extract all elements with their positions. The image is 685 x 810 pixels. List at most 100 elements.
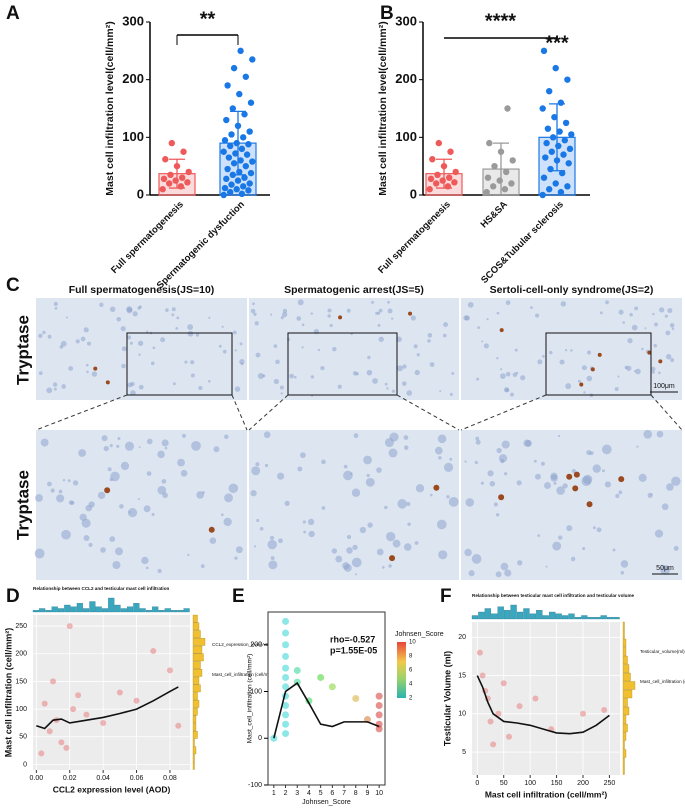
histogram-bar <box>192 746 197 755</box>
cell <box>137 498 140 501</box>
cell <box>427 339 431 343</box>
cell <box>284 500 290 507</box>
significance: ** <box>200 8 216 30</box>
row-label: Tryptase <box>13 315 32 385</box>
histogram-bar <box>581 615 588 620</box>
cell <box>294 375 297 379</box>
cell <box>540 461 545 466</box>
zoom-line <box>396 394 460 431</box>
cell <box>253 312 257 316</box>
histogram-bar <box>622 647 627 656</box>
cell <box>495 513 500 517</box>
data-point <box>490 741 497 748</box>
histogram-bar <box>192 692 198 700</box>
zoom-line <box>35 394 128 431</box>
data-point <box>544 125 552 132</box>
cell <box>427 333 433 338</box>
data-point <box>559 169 566 177</box>
cell <box>372 378 378 384</box>
cell <box>259 526 264 531</box>
cell <box>512 372 518 378</box>
cell <box>387 308 393 314</box>
cell <box>617 375 620 378</box>
cell <box>366 369 373 376</box>
cell <box>124 441 135 451</box>
cell <box>146 330 149 333</box>
cell <box>137 306 141 310</box>
legend-title: Mast_cell_infiltration (cell/mm²) <box>212 672 276 677</box>
cell <box>190 360 195 365</box>
cell <box>208 316 211 319</box>
cell <box>278 538 283 544</box>
cell <box>337 384 342 389</box>
data-point <box>540 47 548 55</box>
cell <box>54 307 58 310</box>
cell <box>103 445 109 452</box>
cell <box>198 385 203 391</box>
cell <box>224 493 233 503</box>
micrograph <box>249 430 459 580</box>
cell <box>505 300 511 306</box>
cell <box>38 371 43 375</box>
data-point <box>233 186 240 193</box>
y-tick-label: 0 <box>258 735 262 742</box>
histogram-bar <box>542 615 549 620</box>
cell <box>180 469 188 477</box>
data-point <box>173 162 181 170</box>
data-point <box>375 725 383 733</box>
data-point <box>476 649 483 656</box>
x-tick-label: 4 <box>307 790 311 797</box>
cell <box>661 503 669 511</box>
cell <box>157 568 162 574</box>
cell <box>565 383 572 390</box>
cell <box>53 301 58 307</box>
cell <box>514 348 518 352</box>
cell <box>365 477 375 487</box>
data-point <box>557 99 565 106</box>
cell <box>252 302 255 306</box>
cell <box>566 525 573 532</box>
cell <box>273 378 279 385</box>
cell <box>146 438 153 445</box>
data-point <box>375 711 383 719</box>
data-point <box>539 105 546 112</box>
cell <box>480 481 485 485</box>
histogram-bar <box>192 676 200 685</box>
cell <box>109 536 116 542</box>
y-axis-title: Mast cell infiltration level(cell/mm²) <box>377 21 389 195</box>
data-point <box>282 641 290 649</box>
histogram-bar <box>45 610 52 613</box>
cell <box>537 534 541 537</box>
cell <box>627 338 633 344</box>
data-point <box>220 148 227 155</box>
y-tick-label: 50 <box>19 734 27 741</box>
colorbar-label: 6 <box>409 668 413 674</box>
histogram-bar <box>587 617 594 620</box>
data-point <box>247 99 255 106</box>
data-point <box>184 179 191 186</box>
histogram-bar <box>561 615 569 620</box>
data-point <box>238 190 246 198</box>
cell <box>52 382 58 387</box>
cell <box>363 455 372 465</box>
cell <box>60 340 67 347</box>
cell <box>196 491 204 499</box>
data-point <box>375 702 383 710</box>
data-point <box>58 739 65 746</box>
cell <box>533 459 537 463</box>
cell <box>643 429 653 439</box>
cell <box>296 316 302 321</box>
histogram-bar <box>600 615 607 620</box>
data-point <box>479 672 486 679</box>
cell <box>471 554 482 564</box>
cell <box>641 347 644 351</box>
x-tick-label: 100 <box>524 780 536 787</box>
x-axis-title: CCL2 expression level (AOD) <box>53 784 171 794</box>
histogram-bar <box>127 606 134 613</box>
cell <box>403 445 409 450</box>
legend-title: Testicular_volume(ml) <box>640 649 685 654</box>
y-tick-label: -100 <box>248 782 262 789</box>
data-point <box>568 131 575 138</box>
scale-label: 100μm <box>653 383 675 390</box>
cell <box>446 495 450 499</box>
